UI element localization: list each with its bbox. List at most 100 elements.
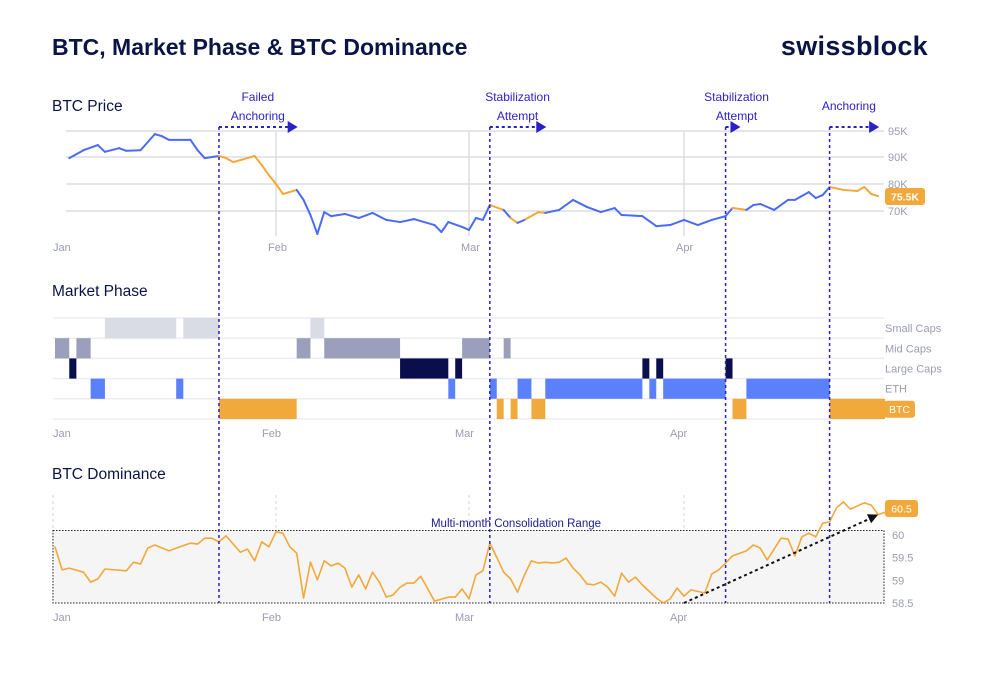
trend-arrow-line xyxy=(683,516,873,604)
price-line-segment xyxy=(669,218,685,227)
price-line-segment xyxy=(232,157,249,164)
dominance-point xyxy=(523,574,526,576)
price-point xyxy=(447,221,450,223)
price-line-segment xyxy=(731,207,748,211)
dominance-point xyxy=(794,555,796,557)
price-y-tick: 95K xyxy=(888,126,908,138)
dominance-point xyxy=(704,592,706,594)
price-x-tick: Jan xyxy=(53,242,71,254)
price-last-value-badge xyxy=(885,188,925,205)
price-line-segment xyxy=(558,198,575,211)
price-line-segment xyxy=(509,217,519,224)
price-line-segment xyxy=(710,215,727,221)
dominance-point xyxy=(482,570,484,572)
dominance-point xyxy=(309,561,312,563)
phase-chart-title: Market Phase xyxy=(52,283,148,300)
phase-block-eth xyxy=(489,378,497,399)
price-line-segment xyxy=(807,191,817,200)
phase-row-label: Mid Caps xyxy=(885,343,932,355)
price-line-segment xyxy=(260,164,270,177)
price-line-segment xyxy=(225,157,235,164)
price-line-segment xyxy=(412,218,436,227)
dominance-point xyxy=(54,546,56,548)
dominance-point xyxy=(302,597,305,599)
dominance-point xyxy=(406,582,408,584)
dominance-point xyxy=(829,521,831,523)
price-point xyxy=(710,219,713,221)
dominance-y-tick: 58.5 xyxy=(892,598,913,610)
price-line-segment xyxy=(585,205,602,214)
annotation-label: Anchoring xyxy=(822,99,876,113)
price-line-segment xyxy=(696,218,713,227)
price-line-segment xyxy=(246,154,256,160)
price-line-segment xyxy=(253,154,263,167)
dominance-point xyxy=(835,507,838,509)
dominance-point xyxy=(634,576,637,578)
price-line-segment xyxy=(544,208,561,214)
dominance-point xyxy=(225,535,227,537)
price-line-segment xyxy=(842,188,859,193)
price-point xyxy=(246,157,249,159)
price-line-segment xyxy=(502,208,512,220)
price-line-segment xyxy=(655,224,672,228)
phase-block-btc xyxy=(510,398,518,419)
price-point xyxy=(125,149,128,152)
dominance-point xyxy=(139,563,142,565)
price-line-segment xyxy=(572,198,588,208)
dominance-point xyxy=(551,562,553,564)
dominance-point xyxy=(413,582,415,584)
dominance-point xyxy=(97,578,99,580)
price-line-segment xyxy=(481,204,491,221)
price-line-segment xyxy=(295,188,305,201)
phase-block-large-caps xyxy=(69,358,77,379)
dominance-point xyxy=(801,536,803,538)
price-line-segment xyxy=(537,211,547,214)
price-line-segment xyxy=(683,218,699,227)
price-line-segment xyxy=(828,185,845,191)
price-point xyxy=(82,149,85,152)
price-line-segment xyxy=(613,207,623,217)
dominance-point xyxy=(468,598,470,600)
price-point xyxy=(260,164,263,167)
dominance-point xyxy=(565,557,567,559)
dominance-x-tick: Mar xyxy=(455,612,474,624)
price-line-segment xyxy=(217,154,228,160)
price-line-segment xyxy=(523,211,540,221)
price-point xyxy=(161,135,163,138)
price-line-segment xyxy=(267,174,277,185)
price-point xyxy=(302,199,305,201)
dominance-point xyxy=(655,597,657,599)
phase-block-large-caps xyxy=(725,358,733,379)
price-point xyxy=(153,133,156,136)
price-line-segment xyxy=(620,214,644,218)
dominance-point xyxy=(246,548,249,550)
dominance-point xyxy=(289,546,291,548)
price-point xyxy=(104,150,106,153)
dominance-y-tick: 59 xyxy=(892,575,904,587)
price-point xyxy=(203,157,206,159)
dominance-point xyxy=(593,584,595,586)
dominance-x-tick: Jan xyxy=(53,612,71,624)
phase-block-eth xyxy=(649,378,657,399)
phase-block-mid-caps xyxy=(462,338,490,359)
dominance-point xyxy=(620,572,623,574)
dominance-point xyxy=(600,581,602,583)
price-point xyxy=(516,221,519,224)
price-line-segment xyxy=(488,204,505,211)
price-y-tick: 90K xyxy=(888,152,908,164)
dominance-point xyxy=(239,551,241,553)
price-line-segment xyxy=(125,149,142,152)
price-y-tick: 70K xyxy=(888,206,908,218)
phase-block-btc xyxy=(531,398,546,419)
price-line-segment xyxy=(203,154,220,160)
price-point xyxy=(745,209,748,211)
price-line-segment xyxy=(440,221,450,234)
price-line-segment xyxy=(773,198,789,211)
phase-block-small-caps xyxy=(104,318,177,339)
dominance-point xyxy=(503,571,505,573)
price-point xyxy=(371,211,374,214)
price-line-segment xyxy=(461,225,470,231)
dominance-point xyxy=(189,542,192,544)
price-line-segment xyxy=(103,147,121,153)
dominance-point xyxy=(316,579,318,581)
